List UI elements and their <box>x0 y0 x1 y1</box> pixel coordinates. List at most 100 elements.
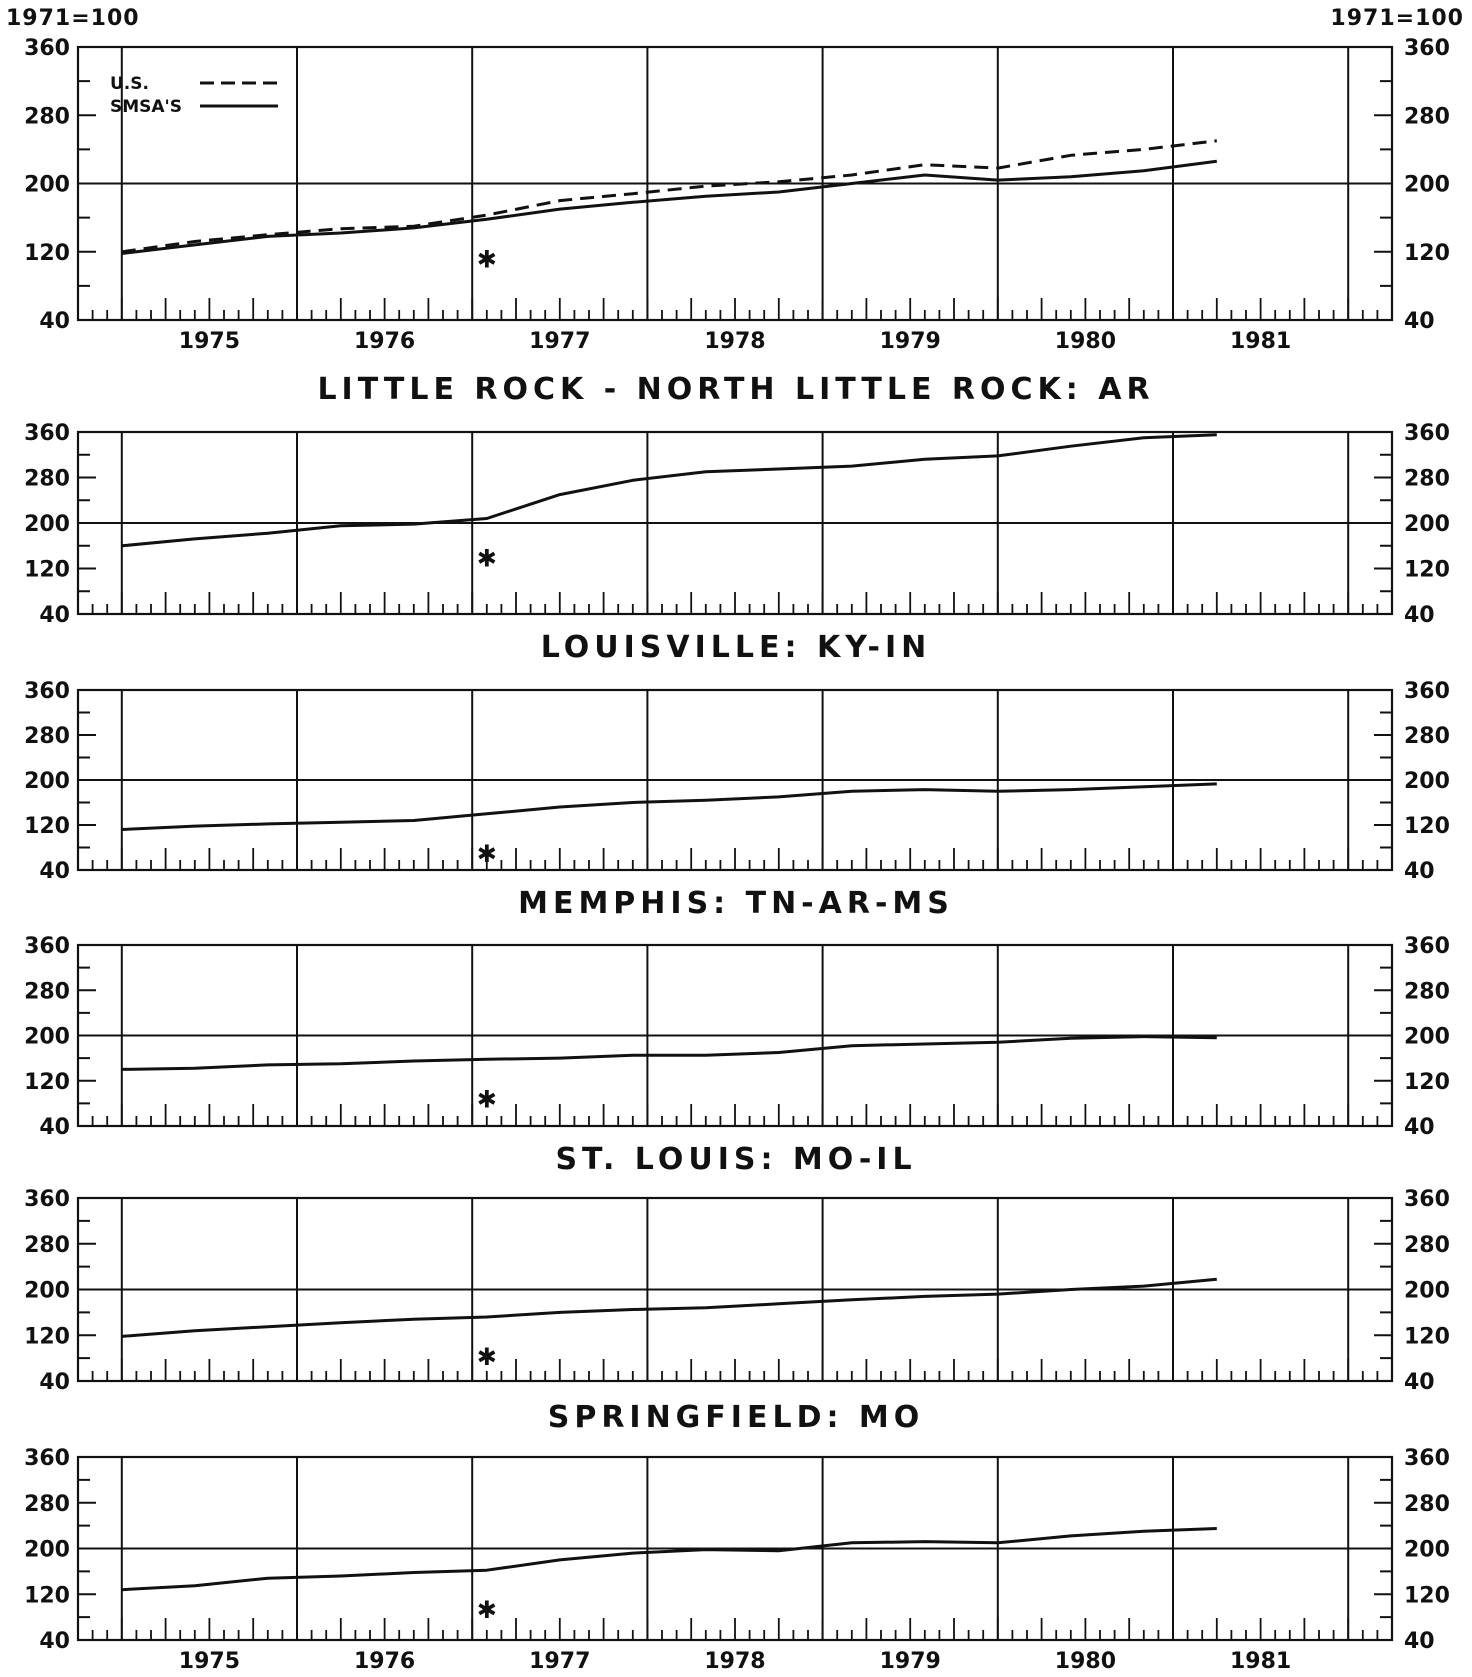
smsa-series-line <box>121 159 1217 255</box>
y-tick-label-right: 360 <box>1404 421 1450 446</box>
chart-panel-6: 40 40 120 120 200 200 280 280 360 360 ✱ 1975 1976 197… <box>24 1446 1450 1674</box>
y-tick-label-left: 120 <box>24 1324 70 1349</box>
us-series-line <box>121 139 1217 254</box>
legend-label: SMSA'S <box>110 97 182 117</box>
x-year-label: 1979 <box>880 1649 941 1674</box>
y-tick-label-right: 280 <box>1404 467 1450 492</box>
x-year-label: 1981 <box>1230 1649 1291 1674</box>
panel-title-springfield: SPRINGFIELD: MO <box>547 1400 925 1435</box>
asterisk-marker: ✱ <box>477 1343 497 1371</box>
chart-panel-2: 40 40 120 120 200 200 280 280 360 360 ✱ <box>24 421 1450 628</box>
smsa-series-line <box>121 1277 1217 1338</box>
index-base-label-right: 1971=100 <box>1330 6 1464 31</box>
y-tick-label-left: 120 <box>24 241 70 266</box>
x-year-label: 1977 <box>529 1649 590 1674</box>
x-year-label: 1977 <box>529 329 590 354</box>
panel-title-memphis: MEMPHIS: TN-AR-MS <box>518 886 954 921</box>
y-tick-label-left: 280 <box>24 104 70 129</box>
y-tick-label-right: 280 <box>1404 979 1450 1004</box>
smsa-series-line <box>121 1035 1217 1071</box>
x-year-label: 1980 <box>1055 1649 1116 1674</box>
asterisk-marker: ✱ <box>477 245 497 273</box>
y-tick-label-left: 120 <box>24 558 70 583</box>
y-tick-label-right: 40 <box>1404 1115 1435 1140</box>
chart-panel-4: 40 40 120 120 200 200 280 280 360 360 ✱ <box>24 934 1450 1140</box>
y-tick-label-right: 200 <box>1404 769 1450 794</box>
y-tick-label-right: 40 <box>1404 859 1435 884</box>
smsa-series-line <box>121 782 1217 831</box>
x-year-label: 1980 <box>1055 329 1116 354</box>
x-year-label: 1975 <box>179 1649 240 1674</box>
y-tick-label-left: 40 <box>39 1629 70 1654</box>
y-tick-label-left: 280 <box>24 1233 70 1258</box>
y-tick-label-right: 40 <box>1404 1370 1435 1395</box>
y-tick-label-left: 280 <box>24 467 70 492</box>
y-tick-label-left: 360 <box>24 1446 70 1471</box>
y-tick-label-right: 120 <box>1404 558 1450 583</box>
x-year-label: 1981 <box>1230 329 1291 354</box>
y-tick-label-left: 200 <box>24 512 70 537</box>
index-base-label-left: 1971=100 <box>6 6 140 31</box>
y-tick-label-left: 360 <box>24 934 70 959</box>
chart-panel-1: 40 40 120 120 200 200 280 280 360 360 ✱ 1975 1976 197… <box>24 36 1450 354</box>
y-tick-label-right: 40 <box>1404 309 1435 334</box>
y-tick-label-right: 120 <box>1404 1583 1450 1608</box>
y-tick-label-left: 40 <box>39 1370 70 1395</box>
y-tick-label-right: 280 <box>1404 104 1450 129</box>
y-tick-label-right: 200 <box>1404 173 1450 198</box>
y-tick-label-left: 360 <box>24 1187 70 1212</box>
y-tick-label-left: 360 <box>24 36 70 61</box>
y-tick-label-left: 120 <box>24 1070 70 1095</box>
panel-title-little-rock: LITTLE ROCK - NORTH LITTLE ROCK: AR <box>317 372 1155 407</box>
legend-label: U.S. <box>110 74 149 94</box>
asterisk-marker: ✱ <box>477 840 497 868</box>
x-year-label: 1976 <box>354 329 415 354</box>
smsa-series-line <box>121 1527 1217 1592</box>
asterisk-marker: ✱ <box>477 1085 497 1113</box>
y-tick-label-right: 360 <box>1404 679 1450 704</box>
x-year-label: 1978 <box>704 329 765 354</box>
x-year-label: 1976 <box>354 1649 415 1674</box>
smsa-series-line <box>121 433 1217 548</box>
panel-title-st-louis: ST. LOUIS: MO-IL <box>555 1142 917 1177</box>
y-tick-label-right: 360 <box>1404 934 1450 959</box>
y-tick-label-left: 280 <box>24 979 70 1004</box>
y-tick-label-right: 120 <box>1404 1070 1450 1095</box>
x-year-label: 1978 <box>704 1649 765 1674</box>
y-tick-label-left: 200 <box>24 769 70 794</box>
y-tick-label-right: 120 <box>1404 814 1450 839</box>
y-tick-label-left: 360 <box>24 421 70 446</box>
chart-panel-5: 40 40 120 120 200 200 280 280 360 360 ✱ <box>24 1187 1450 1395</box>
y-tick-label-left: 200 <box>24 1279 70 1304</box>
panel-title-louisville: LOUISVILLE: KY-IN <box>540 630 932 665</box>
y-tick-label-right: 200 <box>1404 1538 1450 1563</box>
y-tick-label-right: 40 <box>1404 1629 1435 1654</box>
y-tick-label-left: 40 <box>39 309 70 334</box>
asterisk-marker: ✱ <box>477 544 497 572</box>
y-tick-label-left: 40 <box>39 859 70 884</box>
x-year-label: 1979 <box>880 329 941 354</box>
y-tick-label-left: 280 <box>24 1492 70 1517</box>
y-tick-label-right: 360 <box>1404 36 1450 61</box>
y-tick-label-left: 40 <box>39 603 70 628</box>
y-tick-label-left: 200 <box>24 1538 70 1563</box>
y-tick-label-right: 120 <box>1404 241 1450 266</box>
y-tick-label-right: 280 <box>1404 724 1450 749</box>
y-tick-label-left: 120 <box>24 814 70 839</box>
chart-panel-3: 40 40 120 120 200 200 280 280 360 360 ✱ <box>24 679 1450 884</box>
y-tick-label-left: 280 <box>24 724 70 749</box>
y-tick-label-right: 200 <box>1404 512 1450 537</box>
y-tick-label-right: 120 <box>1404 1324 1450 1349</box>
y-tick-label-left: 40 <box>39 1115 70 1140</box>
y-tick-label-left: 200 <box>24 1025 70 1050</box>
y-tick-label-right: 280 <box>1404 1233 1450 1258</box>
y-tick-label-left: 200 <box>24 173 70 198</box>
x-year-label: 1975 <box>179 329 240 354</box>
asterisk-marker: ✱ <box>477 1596 497 1624</box>
y-tick-label-left: 360 <box>24 679 70 704</box>
y-tick-label-right: 360 <box>1404 1446 1450 1471</box>
y-tick-label-right: 360 <box>1404 1187 1450 1212</box>
y-tick-label-right: 40 <box>1404 603 1435 628</box>
